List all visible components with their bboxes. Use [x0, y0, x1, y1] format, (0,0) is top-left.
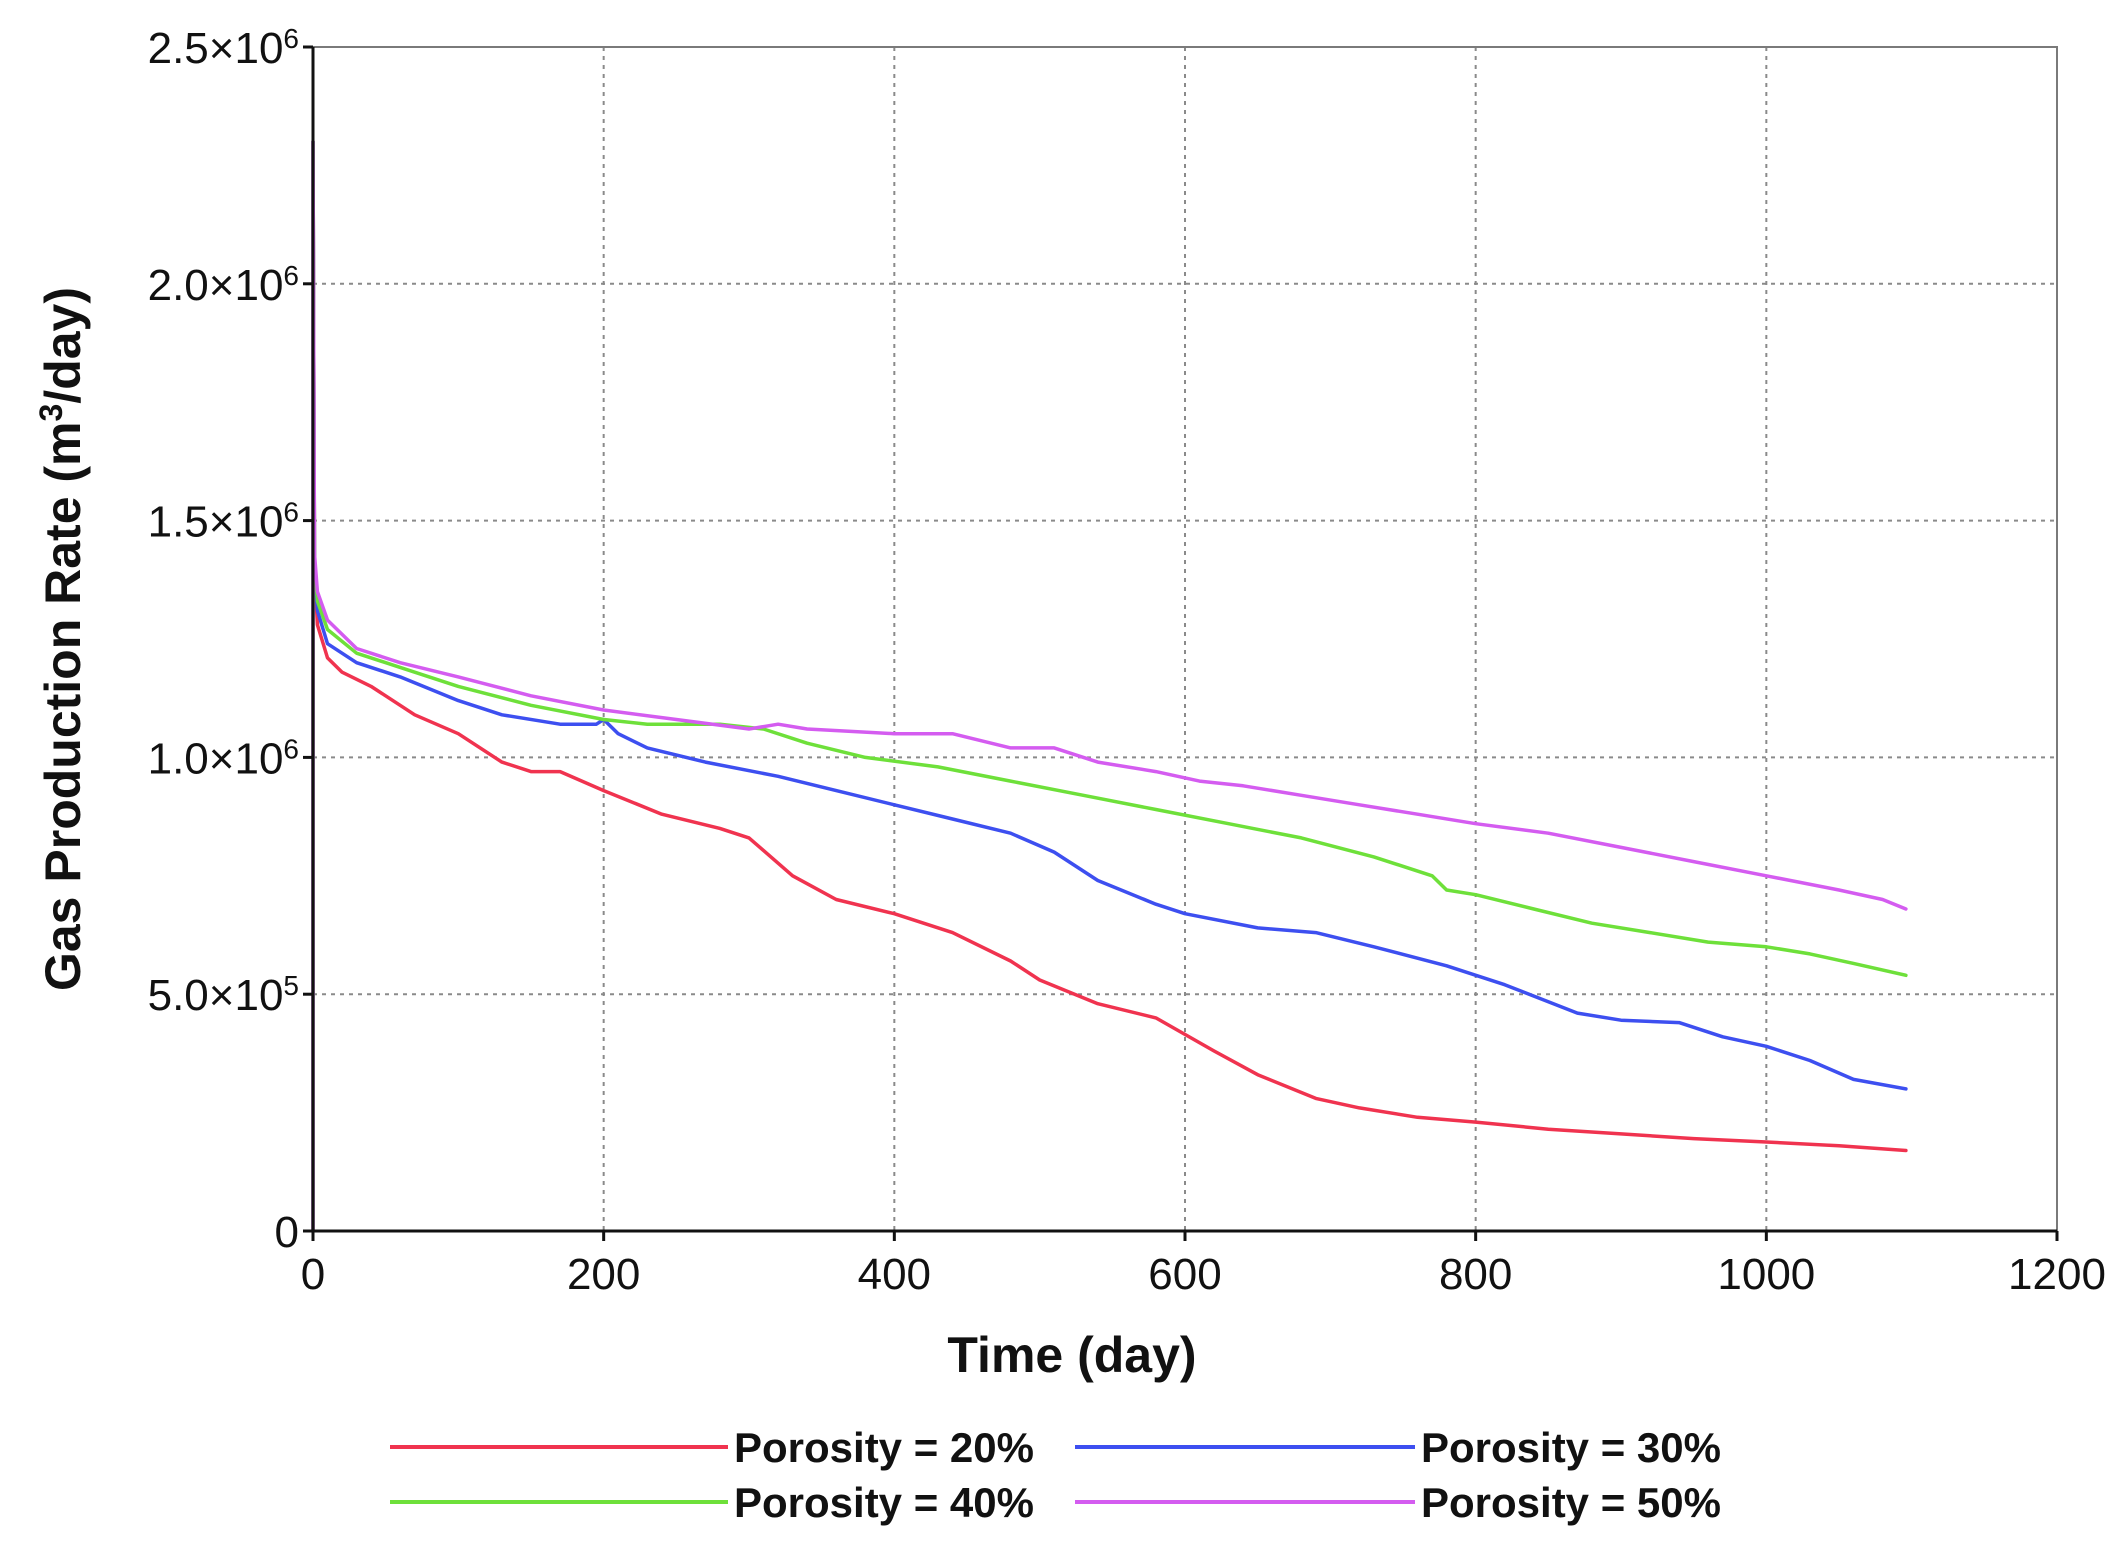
series-line: [311, 139, 1908, 1233]
x-tick-label: 800: [1439, 1250, 1512, 1299]
y-tick-label: 1.0×106: [148, 733, 299, 784]
series-line: [311, 139, 1908, 1233]
y-axis-title: Gas Production Rate (m3/day): [33, 287, 91, 991]
axis-ticks: 0 200 400 600 800 1000 120005.0×1051.0×1061.5×…: [148, 23, 2106, 1300]
legend-item: Porosity = 50%: [1075, 1479, 1721, 1526]
legend-item: Porosity = 20%: [390, 1424, 1034, 1471]
y-tick-label-base: 2.5×10: [148, 24, 284, 73]
y-tick-label: 1.5×106: [148, 496, 299, 547]
y-tick-label-base: 5.0×10: [148, 971, 284, 1020]
y-tick-label-base: 0: [275, 1208, 299, 1257]
y-tick-label: 5.0×105: [148, 970, 299, 1021]
legend: Porosity = 20% Porosity = 30% Porosity =…: [390, 1424, 1721, 1526]
y-tick-label-exponent: 5: [283, 970, 299, 1001]
x-tick-label: 1000: [1717, 1250, 1815, 1299]
y-axis-title-tail: /day): [35, 287, 91, 404]
y-tick-label-exponent: 6: [283, 733, 299, 764]
x-axis-title: Time (day): [947, 1327, 1196, 1383]
y-tick-label-exponent: 6: [283, 259, 299, 290]
grid-lines: [313, 47, 2057, 1231]
legend-item: Porosity = 30%: [1075, 1424, 1721, 1471]
legend-label: Porosity = 50%: [1421, 1479, 1721, 1526]
legend-label: Porosity = 40%: [734, 1479, 1034, 1526]
legend-item: Porosity = 40%: [390, 1479, 1034, 1526]
x-tick-label: 400: [858, 1250, 931, 1299]
y-tick-label: 2.5×106: [148, 23, 299, 74]
y-tick-label-base: 2.0×10: [148, 261, 284, 310]
legend-label: Porosity = 30%: [1421, 1424, 1721, 1471]
y-tick-label-base: 1.0×10: [148, 734, 284, 783]
y-axis-title-main: Gas Production Rate (m: [35, 421, 91, 991]
y-tick-label: 0: [275, 1208, 299, 1257]
y-tick-label-base: 1.5×10: [148, 498, 284, 547]
series-lines: [311, 139, 1908, 1233]
x-tick-label: 1200: [2008, 1250, 2106, 1299]
y-tick-label: 2.0×106: [148, 259, 299, 310]
series-line: [311, 139, 1908, 1233]
x-tick-label: 600: [1148, 1250, 1221, 1299]
legend-label: Porosity = 20%: [734, 1424, 1034, 1471]
x-tick-label: 0: [301, 1250, 325, 1299]
y-axis-title-superscript: 3: [33, 404, 69, 422]
x-tick-label: 200: [567, 1250, 640, 1299]
y-tick-label-exponent: 6: [283, 496, 299, 527]
y-tick-label-exponent: 6: [283, 23, 299, 54]
plot-area: [313, 47, 2057, 1231]
series-line: [311, 139, 1908, 1233]
